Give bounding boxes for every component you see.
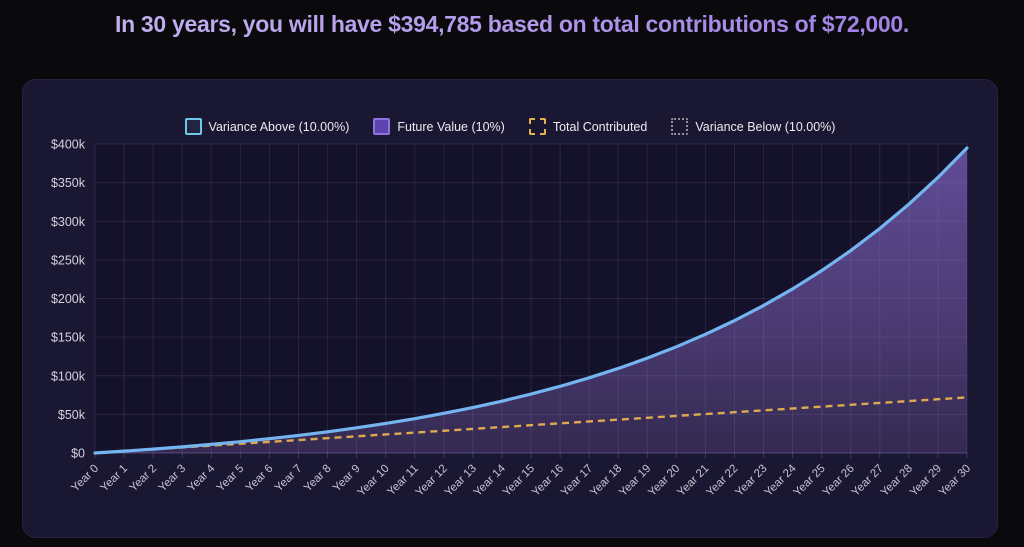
x-axis-label: Year 0 [69, 463, 101, 495]
y-axis-label: $300k [51, 215, 86, 229]
y-axis-label: $50k [58, 408, 86, 422]
x-axis-label: Year 2 [128, 463, 160, 495]
y-axis-label: $250k [51, 253, 86, 267]
x-axis-label: Year 4 [186, 462, 218, 494]
y-axis-label: $150k [51, 331, 86, 345]
y-axis-label: $350k [51, 176, 86, 190]
legend-label: Variance Below (10.00%) [695, 119, 836, 134]
y-axis-label: $200k [51, 292, 86, 306]
x-axis-label: Year 3 [157, 463, 189, 495]
x-axis-label: Year 1 [98, 463, 130, 495]
x-axis-label: Year 8 [302, 463, 334, 495]
y-axis-label: $100k [51, 369, 86, 383]
legend-label: Total Contributed [552, 119, 648, 134]
page-title: In 30 years, you will have $394,785 base… [0, 0, 1024, 38]
legend-item-variance-above[interactable]: Variance Above (10.00%) [184, 118, 350, 135]
total-contributed-swatch-icon [528, 118, 546, 135]
legend-item-variance-below[interactable]: Variance Below (10.00%) [671, 118, 835, 135]
x-axis-label: Year 30 [937, 463, 973, 499]
chart-panel: Variance Above (10.00%) Future Value (10… [22, 79, 998, 538]
x-axis-label: Year 6 [244, 463, 276, 495]
variance-above-swatch-icon [184, 118, 202, 135]
x-axis-label: Year 7 [273, 463, 305, 495]
legend-label: Future Value (10%) [397, 119, 505, 134]
chart-legend: Variance Above (10.00%) Future Value (10… [23, 118, 997, 135]
x-axis-label: Year 10 [356, 463, 392, 499]
future-value-swatch-icon [373, 118, 391, 135]
legend-item-total-contributed[interactable]: Total Contributed [528, 118, 648, 135]
variance-below-swatch-icon [671, 118, 689, 135]
y-axis-label: $0 [71, 447, 85, 461]
x-axis-label: Year 5 [215, 463, 247, 495]
legend-item-future-value[interactable]: Future Value (10%) [373, 118, 505, 135]
legend-label: Variance Above (10.00%) [208, 119, 350, 134]
y-axis-label: $400k [51, 138, 86, 152]
